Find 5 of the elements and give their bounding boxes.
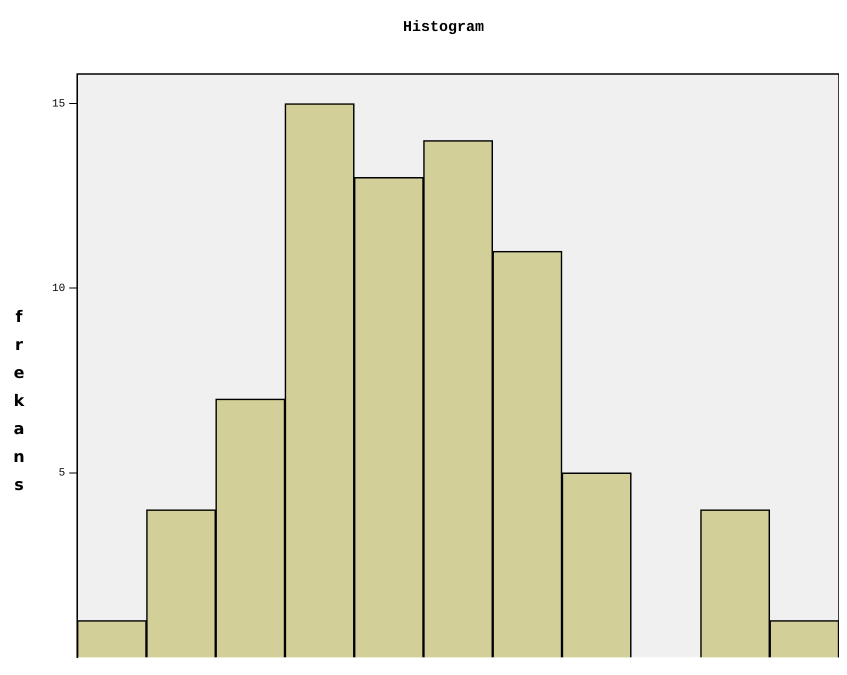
chart-title: Histogram [402, 18, 484, 36]
y-tick-label: 5 [58, 468, 66, 480]
y-axis-title: frekans [12, 306, 26, 496]
y-tick-label: 15 [52, 98, 66, 110]
y-tick-label: 10 [52, 283, 66, 296]
